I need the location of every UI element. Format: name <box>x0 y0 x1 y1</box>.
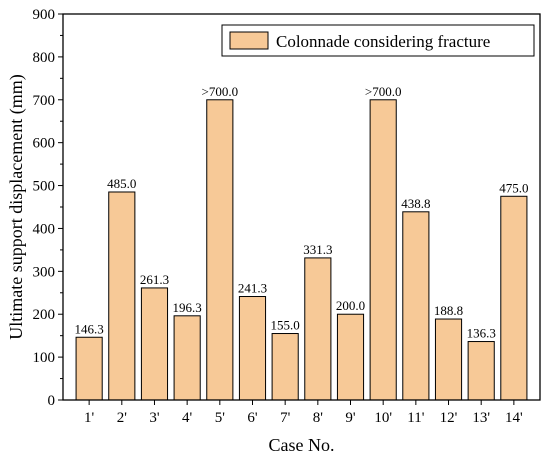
legend: Colonnade considering fracture <box>221 24 535 57</box>
x-tick-label: 6' <box>247 410 258 426</box>
x-tick-label: 14' <box>505 410 523 426</box>
data-label: 475.0 <box>499 180 528 195</box>
legend-swatch <box>229 31 269 50</box>
x-tick-label: 13' <box>472 410 490 426</box>
data-label: 196.3 <box>173 300 202 315</box>
x-tick-label: 9' <box>345 410 356 426</box>
data-label: >700.0 <box>202 84 239 99</box>
bar <box>140 287 169 401</box>
bar <box>238 296 267 401</box>
data-label: 485.0 <box>107 176 136 191</box>
bar <box>75 336 103 401</box>
y-tick-label: 300 <box>33 264 56 280</box>
x-tick-label: 12' <box>440 410 458 426</box>
x-tick-label: 2' <box>117 410 128 426</box>
y-tick-label: 0 <box>48 393 56 409</box>
x-tick-label: 3' <box>149 410 160 426</box>
bar <box>500 195 528 401</box>
x-tick-label: 10' <box>374 410 392 426</box>
bar <box>173 315 201 401</box>
data-label: >700.0 <box>365 84 402 99</box>
bar <box>271 333 299 401</box>
data-label: 200.0 <box>336 298 365 313</box>
legend-label: Colonnade considering fracture <box>276 32 490 51</box>
data-label: 438.8 <box>401 196 430 211</box>
data-label: 331.3 <box>303 242 332 257</box>
x-axis-title: Case No. <box>269 435 335 455</box>
data-label: 188.8 <box>434 303 463 318</box>
bar <box>467 341 495 401</box>
data-label: 136.3 <box>467 326 496 341</box>
data-label: 261.3 <box>140 272 169 287</box>
bar <box>206 99 234 401</box>
plot-area-frame <box>62 13 541 401</box>
y-tick-label: 600 <box>33 136 56 152</box>
y-tick-label: 100 <box>33 350 56 366</box>
y-axis-ticks: 0 100 200 300 400 500 600 700 800 900 <box>33 7 63 409</box>
y-tick-label: 200 <box>33 307 56 323</box>
y-tick-label: 400 <box>33 221 56 237</box>
x-tick-label: 7' <box>280 410 291 426</box>
data-label: 146.3 <box>75 321 104 336</box>
bar <box>304 257 332 401</box>
y-tick-label: 500 <box>33 179 56 195</box>
data-label: 155.0 <box>271 318 300 333</box>
x-tick-label: 5' <box>215 410 226 426</box>
x-axis-ticks: 1' 2' 3' 4' 5' 6' 7' 8' 9' 10' 11' 12' 13' 14' <box>84 400 523 426</box>
y-tick-label: 900 <box>33 7 56 23</box>
legend-box <box>221 24 535 57</box>
x-tick-label: 1' <box>84 410 95 426</box>
x-tick-label: 4' <box>182 410 193 426</box>
y-tick-label: 700 <box>33 93 56 109</box>
bar <box>402 211 430 401</box>
data-label: 241.3 <box>238 281 267 296</box>
bar <box>434 318 463 401</box>
x-tick-label: 8' <box>313 410 324 426</box>
bars-group <box>75 99 528 401</box>
data-labels-group: 146.3 485.0 261.3 196.3 >700.0 241.3 155.0 331.… <box>75 84 529 341</box>
y-axis-title: Ultimate support displacement (mm) <box>6 74 27 339</box>
x-tick-label: 11' <box>407 410 424 426</box>
y-tick-label: 800 <box>33 50 56 66</box>
bar <box>336 313 365 401</box>
bar <box>369 99 397 401</box>
bar <box>108 191 136 401</box>
